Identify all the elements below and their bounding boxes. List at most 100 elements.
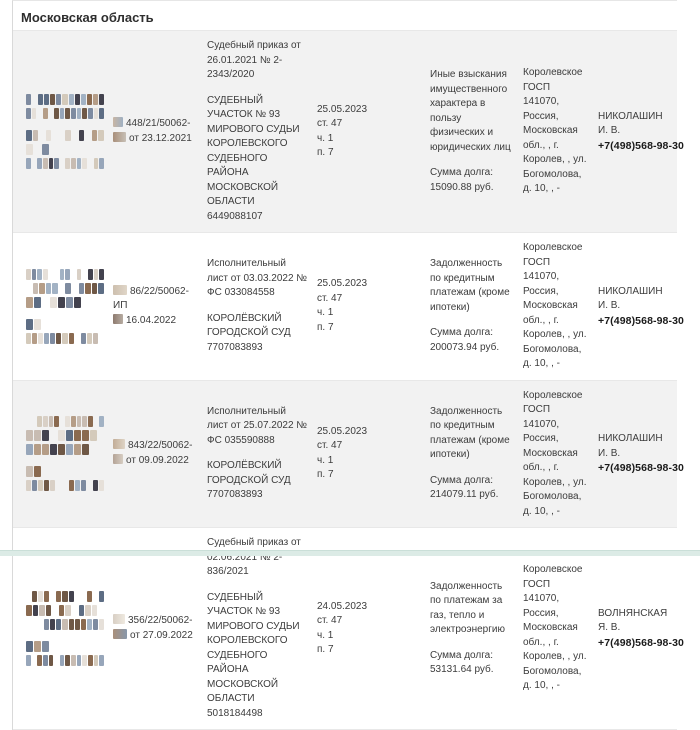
redaction-chip xyxy=(113,614,125,624)
redaction-mosaic xyxy=(26,94,105,169)
document-issuer: СУДЕБНЫЙ УЧАСТОК № 93 МИРОВОГО СУДЬИ КОР… xyxy=(207,591,300,719)
redaction-chip xyxy=(113,313,123,324)
bailiff-name: НИКОЛАШИН И. В. xyxy=(598,285,663,312)
table-row: 448/21/50062- от 23.12.2021 Судебный при… xyxy=(13,31,684,233)
redaction-chip xyxy=(113,117,123,127)
department-cell: Королевское ГОСП 141070, Россия, Московс… xyxy=(519,555,594,702)
termination-date: 25.05.2023 xyxy=(317,103,368,115)
department-address: 141070, Россия, Московская обл., , г. Ко… xyxy=(523,271,587,369)
case-number: 86/22/50062-ИП xyxy=(113,285,189,312)
subject-cell: Задолженность по платежам за газ, тепло … xyxy=(426,572,519,686)
department-name: Королевское ГОСП xyxy=(523,389,583,416)
bailiff-cell: НИКОЛАШИН И. В. +7(498)568-98-30 xyxy=(594,277,684,337)
case-number-cell: 843/22/50062- от 09.09.2022 xyxy=(109,431,203,476)
table-row: 843/22/50062- от 09.09.2022 Исполнительн… xyxy=(13,380,684,528)
debt-label: Сумма долга: xyxy=(430,649,493,661)
department-name: Королевское ГОСП xyxy=(523,564,583,590)
document-cell: Исполнительный лист от 03.03.2022 № ФС 0… xyxy=(203,249,313,363)
document-title: Исполнительный лист от 25.07.2022 № ФС 0… xyxy=(207,405,308,446)
debtor-name-redacted xyxy=(13,580,109,677)
department-address: 141070, Россия, Московская обл., , г. Ко… xyxy=(523,96,587,195)
subject-cell: Иные взыскания имущественного характера … xyxy=(426,60,519,203)
department-cell: Королевское ГОСП 141070, Россия, Московс… xyxy=(519,381,594,528)
bailiff-phone: +7(498)568-98-30 xyxy=(598,636,684,649)
document-cell: Судебный приказ от 02.06.2021 № 2-836/20… xyxy=(203,528,313,729)
termination-part: ч. 1 xyxy=(317,629,334,641)
department-cell: Королевское ГОСП 141070, Россия, Московс… xyxy=(519,58,594,205)
debt-label: Сумма долга: xyxy=(430,167,493,178)
document-issuer: СУДЕБНЫЙ УЧАСТОК № 93 МИРОВОГО СУДЬИ КОР… xyxy=(207,94,300,222)
redaction-mosaic xyxy=(26,268,104,344)
document-title: Судебный приказ от 02.06.2021 № 2-836/20… xyxy=(207,537,301,577)
document-cell: Судебный приказ от 26.01.2021 № 2-2343/2… xyxy=(203,31,313,232)
subject-cell: Задолженность по кредитным платежам (кро… xyxy=(426,249,519,363)
bailiff-name: ВОЛНЯНСКАЯ Я. В. xyxy=(598,607,668,634)
department-name: Королевское ГОСП xyxy=(523,242,583,268)
redaction-chip xyxy=(113,628,127,639)
footer-accent-bar xyxy=(0,550,700,556)
debtor-name-redacted xyxy=(13,258,109,355)
subject-text: Задолженность по кредитным платежам (кро… xyxy=(430,405,510,461)
debt-label: Сумма долга: xyxy=(430,327,493,339)
department-cell: Королевское ГОСП 141070, Россия, Московс… xyxy=(519,233,594,380)
case-number-cell: 356/22/50062- от 27.09.2022 xyxy=(109,606,203,651)
debt-amount: 15090.88 руб. xyxy=(430,181,494,193)
subject-cell: Задолженность по кредитным платежам (кро… xyxy=(426,397,519,511)
termination-cell: 25.05.2023 ст. 47 ч. 1 п. 7 xyxy=(313,269,426,343)
subject-text: Задолженность по кредитным платежам (кро… xyxy=(430,258,510,313)
termination-paragraph: п. 7 xyxy=(317,321,334,333)
termination-cell: 25.05.2023 ст. 47 ч. 1 п. 7 xyxy=(313,417,426,491)
case-date: от 09.09.2022 xyxy=(126,454,189,466)
termination-paragraph: п. 7 xyxy=(317,147,334,158)
department-address: 141070, Россия, Московская обл., , г. Ко… xyxy=(523,418,587,517)
termination-date: 24.05.2023 xyxy=(317,600,368,612)
case-number: 448/21/50062- xyxy=(126,118,191,129)
redaction-chip xyxy=(113,439,125,450)
debt-label: Сумма долга: xyxy=(430,474,493,486)
document-cell: Исполнительный лист от 25.07.2022 № ФС 0… xyxy=(203,397,313,511)
termination-part: ч. 1 xyxy=(317,132,334,144)
redaction-chip xyxy=(113,453,123,464)
department-address: 141070, Россия, Московская обл., , г. Ко… xyxy=(523,593,587,692)
document-issuer: КОРОЛЁВСКИЙ ГОРОДСКОЙ СУД 7707083893 xyxy=(207,312,291,353)
termination-part: ч. 1 xyxy=(317,307,334,319)
subject-text: Иные взыскания имущественного характера … xyxy=(430,69,511,153)
redaction-chip xyxy=(113,284,127,295)
case-number: 843/22/50062- xyxy=(128,440,193,452)
debtor-name-redacted xyxy=(13,83,109,180)
termination-article: ст. 47 xyxy=(317,440,343,452)
termination-date: 25.05.2023 xyxy=(317,425,368,437)
case-number-cell: 86/22/50062-ИП 16.04.2022 xyxy=(109,277,203,337)
bailiff-phone: +7(498)568-98-30 xyxy=(598,314,684,327)
case-number: 356/22/50062- xyxy=(128,615,193,626)
termination-part: ч. 1 xyxy=(317,454,334,466)
debtor-name-redacted xyxy=(13,405,109,502)
debt-amount: 53131.64 руб. xyxy=(430,664,494,675)
termination-article: ст. 47 xyxy=(317,292,343,304)
case-date: от 23.12.2021 xyxy=(129,132,192,144)
redaction-chip xyxy=(113,131,126,142)
subject-text: Задолженность по платежам за газ, тепло … xyxy=(430,580,505,636)
debt-amount: 214079.11 руб. xyxy=(430,489,499,501)
department-name: Королевское ГОСП xyxy=(523,67,583,93)
case-number-cell: 448/21/50062- от 23.12.2021 xyxy=(109,109,203,154)
termination-cell: 24.05.2023 ст. 47 ч. 1 п. 7 xyxy=(313,592,426,666)
termination-article: ст. 47 xyxy=(317,615,343,626)
document-title: Судебный приказ от 26.01.2021 № 2-2343/2… xyxy=(207,40,301,80)
case-date: 16.04.2022 xyxy=(126,314,177,326)
redaction-mosaic xyxy=(26,416,105,492)
bailiff-name: НИКОЛАШИН И. В. xyxy=(598,433,663,459)
termination-date: 25.05.2023 xyxy=(317,278,368,290)
bailiff-cell: ВОЛНЯНСКАЯ Я. В. +7(498)568-98-30 xyxy=(594,599,684,659)
bailiff-cell: НИКОЛАШИН И. В. +7(498)568-98-30 xyxy=(594,424,684,484)
termination-paragraph: п. 7 xyxy=(317,644,334,655)
bailiff-phone: +7(498)568-98-30 xyxy=(598,139,684,152)
results-panel: Московская область 448/21/50062- от 23.1… xyxy=(12,0,684,730)
debt-amount: 200073.94 руб. xyxy=(430,341,500,353)
case-date: от 27.09.2022 xyxy=(130,629,193,641)
document-issuer: КОРОЛЁВСКИЙ ГОРОДСКОЙ СУД 7707083893 xyxy=(207,460,291,501)
termination-cell: 25.05.2023 ст. 47 ч. 1 п. 7 xyxy=(313,95,426,169)
bailiff-phone: +7(498)568-98-30 xyxy=(598,462,684,474)
region-header: Московская область xyxy=(13,1,677,31)
termination-paragraph: п. 7 xyxy=(317,469,334,481)
